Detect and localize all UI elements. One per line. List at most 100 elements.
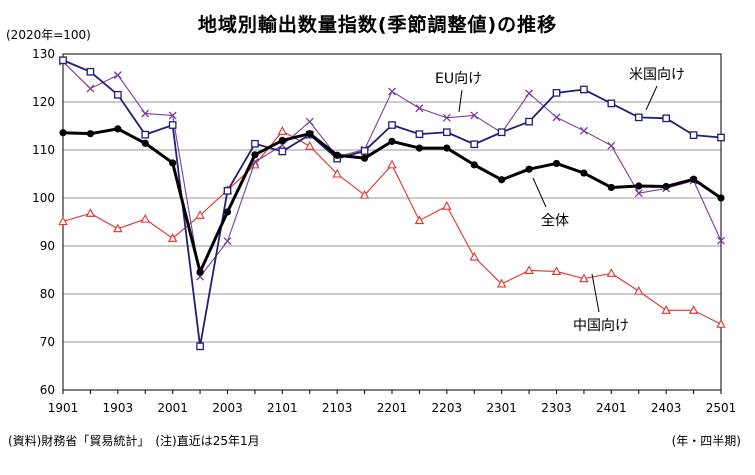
y-tick-label: 120 (32, 95, 55, 109)
data-point (415, 144, 424, 152)
data-point (277, 126, 288, 135)
data-point (333, 151, 341, 159)
data-point (579, 126, 588, 135)
source-note: (資料)財務省「貿易統計」 (注)直近は25年1月 (8, 434, 260, 448)
data-point (195, 210, 205, 219)
series-label: 米国向け (629, 67, 685, 83)
series-label: EU向け (435, 71, 482, 87)
data-point (607, 183, 615, 192)
y-tick-label: 100 (32, 191, 55, 205)
y-tick-label: 80 (40, 287, 55, 301)
data-point (415, 130, 424, 139)
series-cross (59, 57, 725, 281)
data-point (414, 215, 425, 225)
x-tick-label: 2203 (432, 401, 463, 415)
series-label: 中国向け (573, 318, 629, 334)
data-point (114, 125, 122, 133)
data-point (86, 84, 95, 93)
leader-line (645, 85, 658, 111)
data-point (388, 121, 396, 129)
data-point (580, 85, 588, 94)
data-point (552, 89, 561, 97)
data-point (223, 237, 232, 246)
data-point (59, 129, 67, 137)
data-point (525, 89, 534, 98)
y-tick-label: 70 (40, 335, 55, 349)
data-point (141, 130, 150, 139)
data-point (85, 208, 96, 217)
series-line (62, 61, 722, 278)
y-tick-label: 90 (40, 239, 55, 253)
data-point (305, 117, 314, 126)
data-point (388, 87, 396, 96)
unit-note: (2020年=100) (6, 28, 91, 42)
data-point (140, 213, 150, 223)
x-tick-label: 2103 (322, 401, 353, 415)
data-point (551, 266, 562, 275)
series-line (62, 59, 722, 348)
data-point (332, 168, 342, 178)
data-point (525, 165, 533, 173)
data-point (86, 130, 95, 138)
data-point (86, 67, 95, 76)
data-point (662, 182, 670, 191)
data-point (496, 278, 507, 288)
data-point (58, 216, 68, 226)
data-point (442, 113, 451, 122)
x-tick-label: 1901 (48, 401, 79, 415)
x-tick-label: 2401 (596, 401, 627, 415)
x-tick-label: 2301 (486, 401, 517, 415)
data-point (716, 319, 726, 328)
series-label: 全体 (541, 212, 569, 229)
data-point (196, 268, 204, 276)
data-point (607, 99, 616, 108)
x-tick-label: 2003 (212, 401, 243, 415)
data-point (196, 342, 204, 351)
data-point (717, 194, 725, 202)
data-point (223, 186, 232, 195)
data-point (251, 139, 259, 148)
x-tick-label: 2201 (377, 401, 408, 415)
chart-title: 地域別輸出数量指数(季節調整値)の推移 (197, 14, 558, 36)
x-tick-label: 2303 (541, 401, 572, 415)
data-point (443, 144, 451, 152)
data-point (498, 176, 506, 184)
data-point (251, 151, 259, 159)
data-point (552, 113, 561, 122)
y-tick-label: 110 (32, 143, 55, 157)
data-point (552, 159, 561, 168)
data-point (579, 273, 589, 283)
data-point (278, 136, 286, 144)
data-point (442, 128, 451, 137)
series-square (59, 56, 725, 351)
data-point (717, 236, 725, 245)
data-point (606, 268, 617, 277)
data-point (278, 147, 287, 156)
data-point (168, 111, 177, 120)
x-tick-label: 2501 (706, 401, 737, 415)
x-tick-label: 1903 (103, 401, 134, 415)
x-tick-label: 2101 (267, 401, 298, 415)
data-point (360, 154, 369, 162)
x-tick-label: 2403 (651, 401, 682, 415)
data-point (470, 140, 479, 149)
data-point (469, 251, 479, 261)
data-point (470, 111, 479, 120)
data-point (305, 141, 315, 150)
data-point (59, 56, 67, 65)
data-point (141, 109, 150, 118)
data-point (360, 147, 369, 155)
data-point (717, 133, 725, 142)
data-point (113, 223, 123, 233)
data-point (223, 208, 232, 216)
y-tick-label: 60 (40, 383, 55, 397)
data-point (387, 159, 397, 169)
data-point (415, 104, 424, 113)
data-point (525, 117, 533, 126)
data-point (169, 159, 177, 167)
data-point (634, 285, 644, 295)
data-point (442, 201, 452, 210)
data-point (470, 161, 478, 169)
data-point (689, 175, 698, 183)
